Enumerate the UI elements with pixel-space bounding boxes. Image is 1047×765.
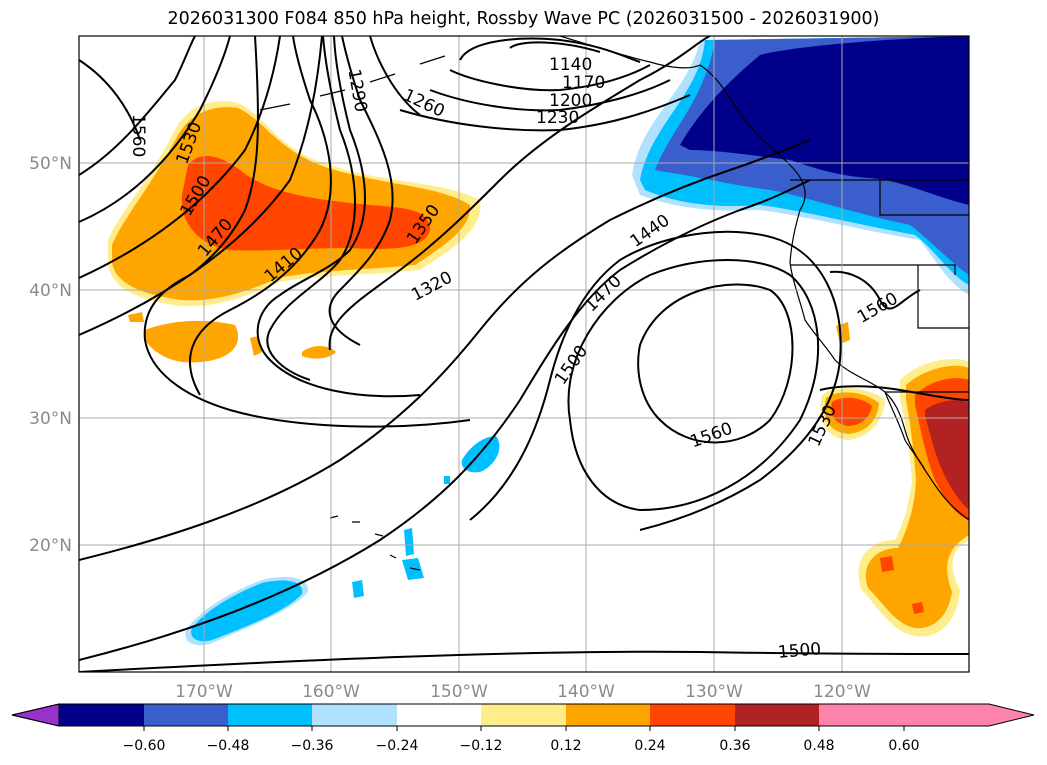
height-contour-line — [266, 36, 356, 381]
lon-label-170w: 170°W — [175, 682, 233, 702]
height-contour-line — [459, 37, 641, 63]
colorbar: −0.60 −0.48 −0.36 −0.24 −0.12 0.12 0.24 … — [11, 703, 1035, 754]
colorbar-tick-label: 0.12 — [550, 738, 581, 754]
hawaiian-islands — [329, 515, 421, 571]
lon-label-130w: 130°W — [685, 682, 743, 702]
height-contour-line — [79, 36, 281, 279]
colorbar-segment — [904, 704, 1034, 726]
contour-label: 1560 — [128, 114, 148, 157]
colorbar-segment — [566, 704, 650, 726]
height-contour-line — [328, 36, 394, 346]
colorbar-tick-label: −0.48 — [207, 738, 250, 754]
height-contour-line — [79, 36, 323, 336]
colorbar-segment — [735, 704, 819, 726]
contour-label: 1140 — [549, 55, 592, 75]
colorbar-segment — [397, 704, 481, 726]
map-plot-area: 1560 1530 1500 1470 1410 1350 1320 1260 … — [78, 35, 970, 673]
positive-anomaly-east-48 — [925, 400, 969, 510]
map-title: 2026031300 F084 850 hPa height, Rossby W… — [167, 9, 880, 29]
latitude-labels: 50°N 40°N 30°N 20°N — [29, 154, 72, 556]
colorbar-tick-label: −0.12 — [460, 738, 503, 754]
negative-anomaly-small-d — [404, 528, 414, 556]
colorbar-tick-labels: −0.60 −0.48 −0.36 −0.24 −0.12 0.12 0.24 … — [123, 738, 920, 754]
state-border-1 — [879, 180, 969, 216]
lon-label-160w: 160°W — [302, 682, 360, 702]
colorbar-tick-label: −0.24 — [376, 738, 419, 754]
longitude-labels: 170°W 160°W 150°W 140°W 130°W 120°W — [175, 682, 871, 702]
contour-label: 1500 — [777, 639, 822, 663]
colorbar-segment — [59, 704, 144, 726]
colorbar-segment — [228, 704, 312, 726]
contour-label: 1230 — [536, 108, 579, 128]
colorbar-tick-label: −0.36 — [291, 738, 334, 754]
positive-anomaly-tiny-2 — [912, 602, 924, 614]
height-contours — [79, 36, 969, 672]
colorbar-ticks — [143, 726, 905, 731]
positive-anomaly-small — [302, 346, 336, 359]
lon-label-140w: 140°W — [557, 682, 615, 702]
height-contour-line — [189, 36, 332, 396]
baja-peninsula — [884, 391, 926, 471]
colorbar-tick-label: −0.60 — [123, 738, 166, 754]
height-contour-line — [79, 59, 141, 141]
contour-label: 1200 — [549, 91, 592, 111]
colorbar-outline — [11, 703, 1035, 727]
map-frame — [78, 35, 970, 673]
height-contour-line — [256, 36, 421, 398]
colorbar-segment — [819, 704, 904, 726]
negative-anomaly-small-e — [444, 476, 450, 484]
height-contour-line — [819, 385, 969, 401]
height-contour-line — [829, 270, 921, 310]
colorbar-segment — [144, 704, 228, 726]
contour-label: 1170 — [562, 73, 605, 93]
height-contour-line — [79, 36, 196, 176]
state-border-2 — [790, 264, 956, 275]
colorbar-tick-label: 0.36 — [719, 738, 750, 754]
lon-label-150w: 150°W — [430, 682, 488, 702]
height-contour-line — [567, 259, 820, 512]
height-contour-line — [79, 139, 811, 561]
height-contour-line — [399, 94, 691, 132]
height-contour-line — [79, 179, 811, 661]
height-contour-line — [469, 230, 842, 531]
height-contour-line — [328, 36, 711, 351]
coastline-north-america — [699, 64, 969, 521]
height-contour-line — [429, 79, 671, 112]
height-contour-line — [369, 36, 421, 116]
height-contour-line — [143, 36, 471, 428]
height-contour-line — [637, 283, 794, 444]
height-contour-line — [449, 64, 651, 92]
negative-anomaly-small-b — [352, 580, 364, 598]
height-contour-line — [79, 650, 969, 672]
colorbar-tick-label: 0.24 — [634, 738, 665, 754]
colorbar-segment — [481, 704, 566, 726]
positive-anomaly-west-36 — [181, 155, 430, 251]
lat-label-40n: 40°N — [29, 281, 72, 301]
colorbar-segment — [312, 704, 397, 726]
positive-anomaly-small-2 — [128, 312, 144, 322]
positive-anomaly-sw — [145, 320, 239, 363]
state-border-3 — [917, 265, 969, 329]
lat-label-30n: 30°N — [29, 409, 72, 429]
lat-label-20n: 20°N — [29, 536, 72, 556]
lon-label-120w: 120°W — [813, 682, 871, 702]
colorbar-tick-label: 0.48 — [803, 738, 834, 754]
coastline-layer — [259, 36, 969, 571]
height-contour-line — [509, 41, 601, 53]
lat-label-50n: 50°N — [29, 154, 72, 174]
colorbar-extend-min — [11, 703, 60, 727]
colorbar-tick-label: 0.60 — [888, 738, 919, 754]
colorbar-segment — [650, 704, 735, 726]
height-contour-line — [79, 36, 231, 223]
positive-anomaly-tiny-1 — [880, 556, 894, 572]
positive-anomaly-offshore-36 — [831, 397, 872, 426]
